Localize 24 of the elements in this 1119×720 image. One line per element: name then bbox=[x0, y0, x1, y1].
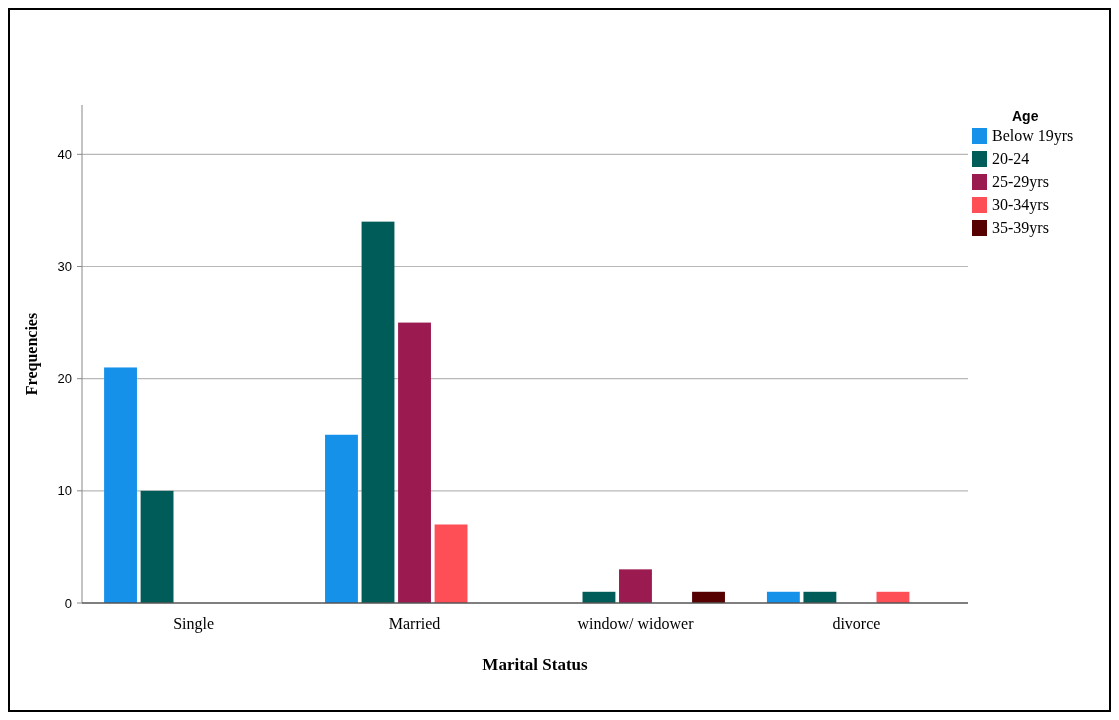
y-axis-title: Frequencies bbox=[23, 312, 41, 396]
legend-label: Below 19yrs bbox=[992, 127, 1074, 145]
x-axis-title: Marital Status bbox=[482, 655, 589, 674]
bar bbox=[619, 569, 652, 603]
legend-label: 25-29yrs bbox=[992, 173, 1049, 191]
bar bbox=[104, 367, 137, 603]
y-tick-label: 40 bbox=[57, 146, 72, 162]
legend-label: 35-39yrs bbox=[992, 219, 1049, 237]
y-tick-label: 20 bbox=[57, 371, 72, 387]
x-tick-label: divorce bbox=[832, 615, 881, 632]
y-tick-label: 30 bbox=[57, 259, 72, 275]
y-tick-label: 0 bbox=[64, 595, 72, 611]
legend-label: 20-24 bbox=[992, 150, 1030, 167]
bar bbox=[140, 490, 174, 603]
bar bbox=[325, 434, 358, 603]
bar bbox=[398, 322, 431, 603]
x-tick-label: window/ widower bbox=[577, 615, 695, 632]
legend-title: Age bbox=[1012, 108, 1039, 124]
y-tick-label: 10 bbox=[57, 483, 72, 499]
x-tick-label: Married bbox=[388, 615, 441, 632]
bar bbox=[361, 221, 395, 603]
x-tick-label: Single bbox=[173, 615, 215, 633]
bar bbox=[434, 524, 468, 603]
legend-label: 30-34yrs bbox=[992, 196, 1049, 214]
